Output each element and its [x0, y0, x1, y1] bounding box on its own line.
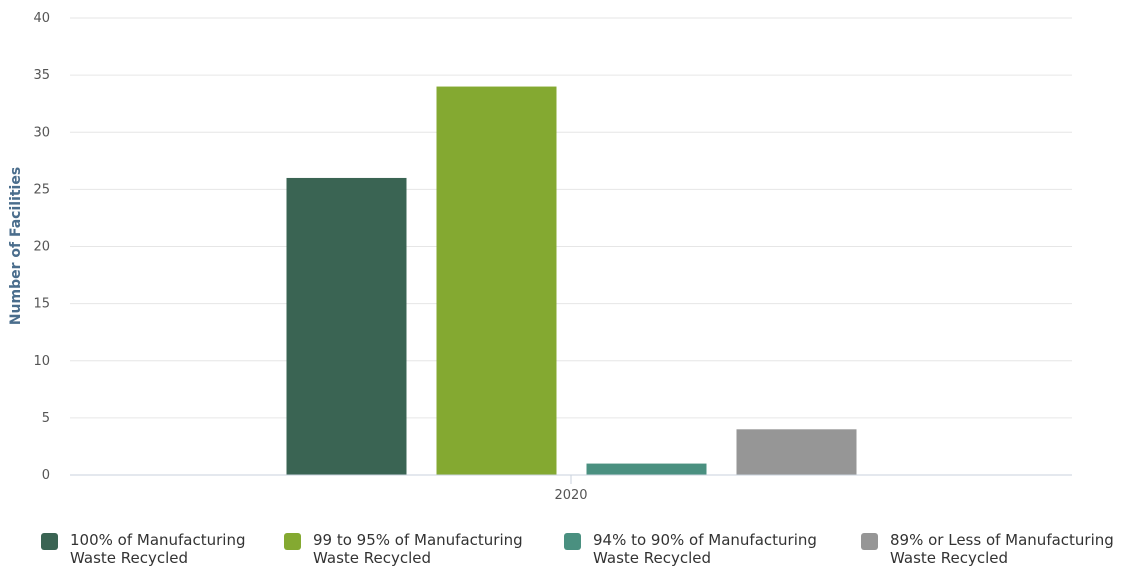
y-tick-label: 40 [33, 11, 50, 26]
legend-swatch [861, 533, 878, 550]
y-tick-label: 15 [33, 297, 50, 312]
legend-item-89-or-less-percent[interactable]: 89% or Less of Manufacturing Waste Recycl… [861, 531, 1114, 567]
legend-label: 100% of Manufacturing Waste Recycled [70, 531, 246, 567]
y-tick-label: 0 [42, 468, 50, 483]
legend-swatch [41, 533, 58, 550]
legend-label: 99 to 95% of Manufacturing Waste Recycled [313, 531, 523, 567]
legend: 100% of Manufacturing Waste Recycled 99 t… [0, 531, 1130, 567]
y-tick-label: 5 [42, 411, 50, 426]
y-axis-label: Number of Facilities [8, 167, 24, 325]
legend-item-100-percent[interactable]: 100% of Manufacturing Waste Recycled [41, 531, 246, 567]
legend-swatch [564, 533, 581, 550]
legend-swatch [284, 533, 301, 550]
legend-item-94-to-90-percent[interactable]: 94% to 90% of Manufacturing Waste Recycle… [564, 531, 817, 567]
legend-label: 89% or Less of Manufacturing Waste Recycl… [890, 531, 1114, 567]
y-tick-label: 30 [33, 125, 50, 140]
legend-item-99-to-95-percent[interactable]: 99 to 95% of Manufacturing Waste Recycled [284, 531, 523, 567]
y-tick-label: 35 [33, 68, 50, 83]
legend-label: 94% to 90% of Manufacturing Waste Recycle… [593, 531, 817, 567]
bar-series-2[interactable] [436, 86, 557, 476]
bar-series-4[interactable] [736, 429, 857, 475]
bars [286, 86, 857, 476]
bar-series-3[interactable] [586, 463, 707, 475]
y-axis-ticks: 0 5 10 15 20 25 30 35 40 [33, 11, 50, 483]
bar-chart: 0 5 10 15 20 25 30 35 40 2020 Number of Faciliti… [8, 11, 1072, 503]
y-tick-label: 25 [33, 182, 50, 197]
x-tick-label-2020: 2020 [554, 488, 587, 503]
grid-lines [70, 17, 1072, 419]
y-tick-label: 20 [33, 240, 50, 255]
y-tick-label: 10 [33, 354, 50, 369]
bar-series-1[interactable] [286, 177, 407, 475]
